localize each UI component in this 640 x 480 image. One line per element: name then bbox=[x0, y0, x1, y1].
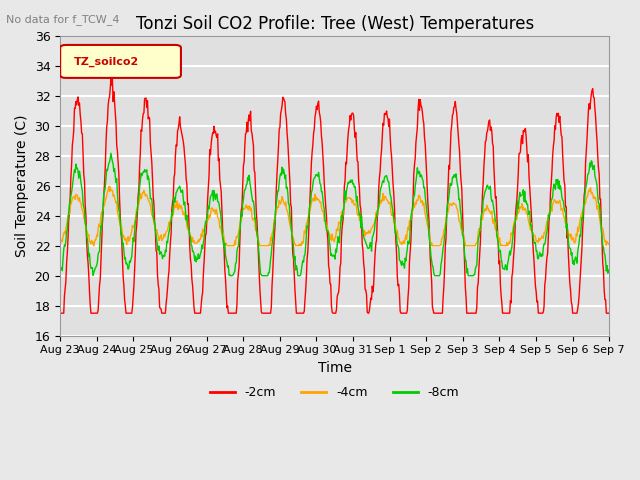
FancyBboxPatch shape bbox=[60, 45, 181, 78]
Title: Tonzi Soil CO2 Profile: Tree (West) Temperatures: Tonzi Soil CO2 Profile: Tree (West) Temp… bbox=[136, 15, 534, 33]
Y-axis label: Soil Temperature (C): Soil Temperature (C) bbox=[15, 115, 29, 257]
Text: No data for f_TCW_4: No data for f_TCW_4 bbox=[6, 14, 120, 25]
Legend: -2cm, -4cm, -8cm: -2cm, -4cm, -8cm bbox=[205, 381, 465, 404]
Text: TZ_soilco2: TZ_soilco2 bbox=[74, 56, 139, 67]
X-axis label: Time: Time bbox=[317, 361, 351, 375]
